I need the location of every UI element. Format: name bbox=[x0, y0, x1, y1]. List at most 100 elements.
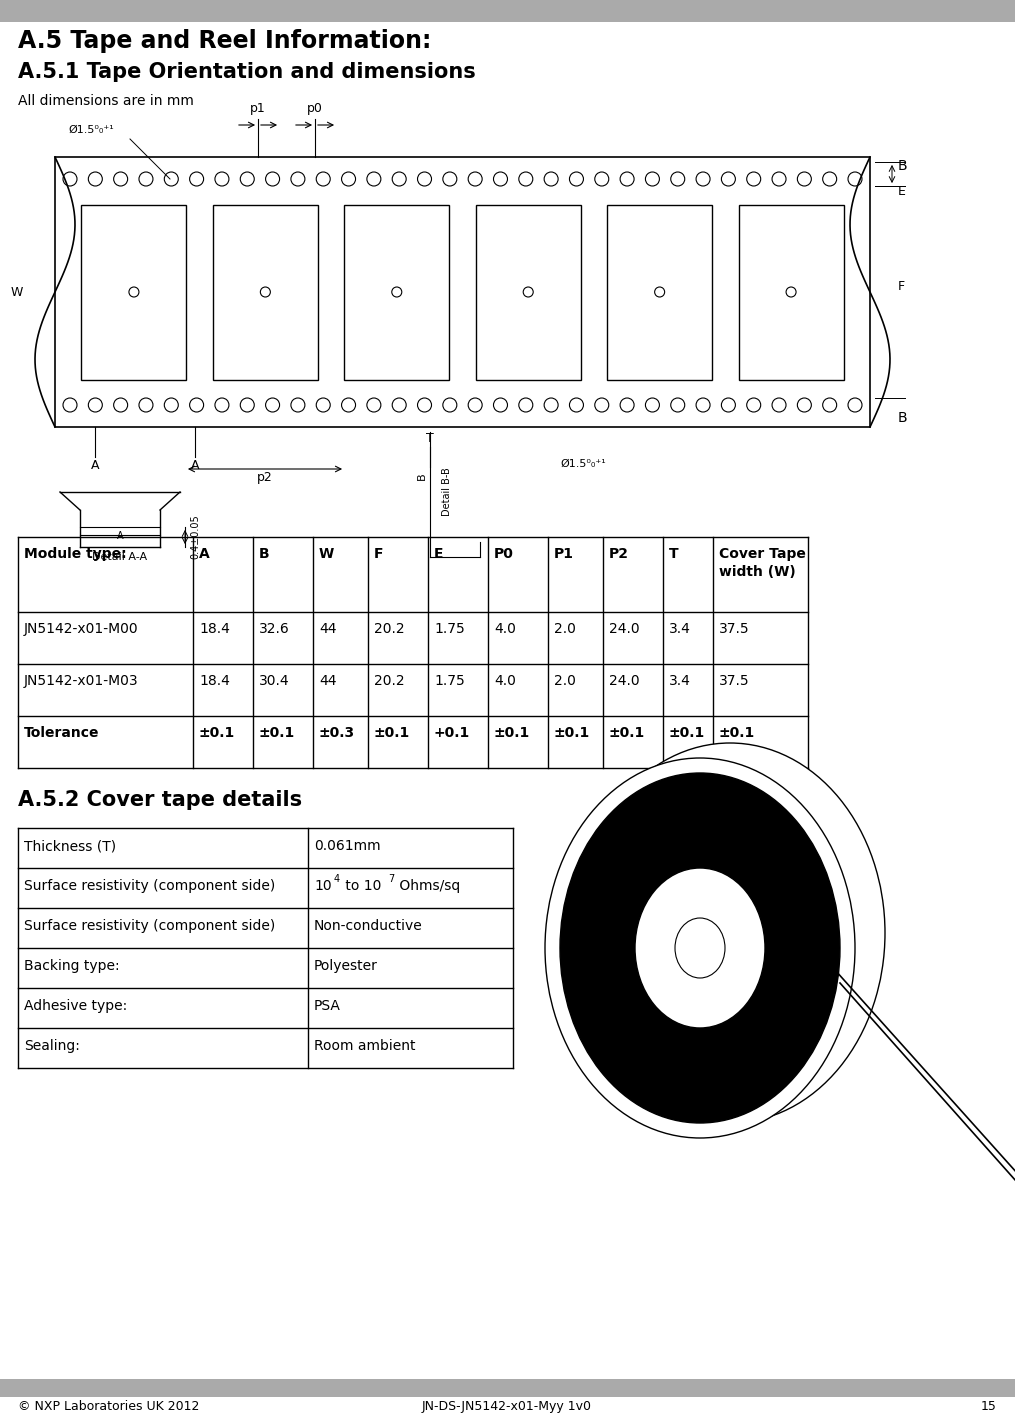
Text: W: W bbox=[11, 286, 23, 299]
Text: ±0.1: ±0.1 bbox=[609, 727, 646, 739]
Text: JN-DS-JN5142-x01-Myy 1v0: JN-DS-JN5142-x01-Myy 1v0 bbox=[422, 1401, 592, 1413]
Ellipse shape bbox=[576, 744, 885, 1123]
Text: Room ambient: Room ambient bbox=[314, 1039, 415, 1054]
Bar bbox=[213, 205, 318, 380]
Text: ±0.1: ±0.1 bbox=[374, 727, 410, 739]
Text: JN5142-x01-M00: JN5142-x01-M00 bbox=[24, 621, 139, 636]
Text: p0: p0 bbox=[308, 102, 323, 115]
Text: 3.4: 3.4 bbox=[669, 621, 691, 636]
Text: to 10: to 10 bbox=[341, 879, 382, 893]
Text: A.5.1 Tape Orientation and dimensions: A.5.1 Tape Orientation and dimensions bbox=[18, 63, 476, 82]
Text: 18.4: 18.4 bbox=[199, 621, 229, 636]
Text: 18.4: 18.4 bbox=[199, 674, 229, 688]
Text: Surface resistivity (component side): Surface resistivity (component side) bbox=[24, 879, 275, 893]
Ellipse shape bbox=[675, 919, 725, 978]
Text: Adhesive type:: Adhesive type: bbox=[24, 1000, 127, 1012]
Text: 20.2: 20.2 bbox=[374, 621, 405, 636]
Text: F: F bbox=[374, 547, 384, 562]
Text: B: B bbox=[898, 159, 907, 173]
Bar bbox=[0, 0, 1015, 21]
Text: 1.75: 1.75 bbox=[434, 621, 465, 636]
Text: A: A bbox=[191, 459, 199, 472]
Text: B: B bbox=[898, 411, 907, 425]
Text: 20.2: 20.2 bbox=[374, 674, 405, 688]
Text: P0: P0 bbox=[494, 547, 514, 562]
Text: Cover Tape: Cover Tape bbox=[719, 547, 806, 562]
Ellipse shape bbox=[560, 774, 840, 1123]
Text: ±0.3: ±0.3 bbox=[319, 727, 355, 739]
Text: 0.061mm: 0.061mm bbox=[314, 839, 381, 853]
Text: Module type:: Module type: bbox=[24, 547, 127, 562]
Text: 24.0: 24.0 bbox=[609, 674, 639, 688]
Text: E: E bbox=[898, 185, 905, 198]
Ellipse shape bbox=[545, 758, 855, 1138]
Text: ±0.1: ±0.1 bbox=[719, 727, 755, 739]
Text: Ohms/sq: Ohms/sq bbox=[395, 879, 460, 893]
Text: 44: 44 bbox=[319, 674, 337, 688]
Text: +0.1: +0.1 bbox=[434, 727, 470, 739]
Bar bbox=[739, 205, 843, 380]
Text: 30.4: 30.4 bbox=[259, 674, 289, 688]
Text: F: F bbox=[898, 280, 905, 293]
Text: T: T bbox=[426, 432, 433, 445]
Text: P1: P1 bbox=[554, 547, 574, 562]
Text: 24.0: 24.0 bbox=[609, 621, 639, 636]
Text: A.5 Tape and Reel Information:: A.5 Tape and Reel Information: bbox=[18, 28, 431, 53]
Text: p2: p2 bbox=[257, 471, 273, 483]
Text: ±0.1: ±0.1 bbox=[199, 727, 235, 739]
Text: 2.0: 2.0 bbox=[554, 621, 576, 636]
Text: Non-conductive: Non-conductive bbox=[314, 919, 423, 933]
Bar bbox=[0, 1379, 1015, 1396]
Text: Detail A-A: Detail A-A bbox=[92, 552, 147, 562]
Text: Ø1.5⁰₀⁺¹: Ø1.5⁰₀⁺¹ bbox=[68, 125, 114, 135]
Text: All dimensions are in mm: All dimensions are in mm bbox=[18, 94, 194, 108]
Text: 32.6: 32.6 bbox=[259, 621, 289, 636]
Text: 1.75: 1.75 bbox=[434, 674, 465, 688]
Text: 4: 4 bbox=[334, 875, 340, 884]
Text: A: A bbox=[90, 459, 99, 472]
Text: ±0.1: ±0.1 bbox=[259, 727, 295, 739]
Text: 4.0: 4.0 bbox=[494, 674, 516, 688]
Text: ±0.1: ±0.1 bbox=[669, 727, 705, 739]
Text: A: A bbox=[199, 547, 210, 562]
Text: E: E bbox=[434, 547, 444, 562]
Text: 0.4±0.05: 0.4±0.05 bbox=[190, 515, 200, 559]
Text: PSA: PSA bbox=[314, 1000, 341, 1012]
Text: A.5.2 Cover tape details: A.5.2 Cover tape details bbox=[18, 791, 302, 811]
Ellipse shape bbox=[635, 867, 765, 1028]
Text: 4.0: 4.0 bbox=[494, 621, 516, 636]
Text: B: B bbox=[259, 547, 270, 562]
Text: ±0.1: ±0.1 bbox=[554, 727, 591, 739]
Text: Ø1.5⁰₀⁺¹: Ø1.5⁰₀⁺¹ bbox=[560, 459, 606, 469]
Text: © NXP Laboratories UK 2012: © NXP Laboratories UK 2012 bbox=[18, 1401, 199, 1413]
Text: 37.5: 37.5 bbox=[719, 674, 750, 688]
Text: 37.5: 37.5 bbox=[719, 621, 750, 636]
Text: Sealing:: Sealing: bbox=[24, 1039, 80, 1054]
Text: A: A bbox=[117, 530, 123, 540]
Text: Detail B-B: Detail B-B bbox=[442, 466, 452, 516]
Text: Surface resistivity (component side): Surface resistivity (component side) bbox=[24, 919, 275, 933]
Text: W: W bbox=[319, 547, 334, 562]
Text: T: T bbox=[669, 547, 679, 562]
Text: 15: 15 bbox=[982, 1401, 997, 1413]
Text: p1: p1 bbox=[250, 102, 266, 115]
Text: P2: P2 bbox=[609, 547, 629, 562]
Bar bbox=[55, 156, 870, 427]
Text: 3.4: 3.4 bbox=[669, 674, 691, 688]
Text: ±0.1: ±0.1 bbox=[494, 727, 530, 739]
Text: B: B bbox=[417, 472, 427, 479]
Bar bbox=[607, 205, 713, 380]
Text: width (W): width (W) bbox=[719, 565, 796, 579]
Text: Tolerance: Tolerance bbox=[24, 727, 99, 739]
Text: 10: 10 bbox=[314, 879, 332, 893]
Text: 44: 44 bbox=[319, 621, 337, 636]
Bar bbox=[81, 205, 187, 380]
Bar bbox=[344, 205, 450, 380]
Text: 7: 7 bbox=[388, 875, 394, 884]
Text: JN5142-x01-M03: JN5142-x01-M03 bbox=[24, 674, 139, 688]
Text: Thickness (T): Thickness (T) bbox=[24, 839, 116, 853]
Bar bbox=[476, 205, 581, 380]
Text: Polyester: Polyester bbox=[314, 958, 378, 973]
Text: Backing type:: Backing type: bbox=[24, 958, 120, 973]
Text: 2.0: 2.0 bbox=[554, 674, 576, 688]
